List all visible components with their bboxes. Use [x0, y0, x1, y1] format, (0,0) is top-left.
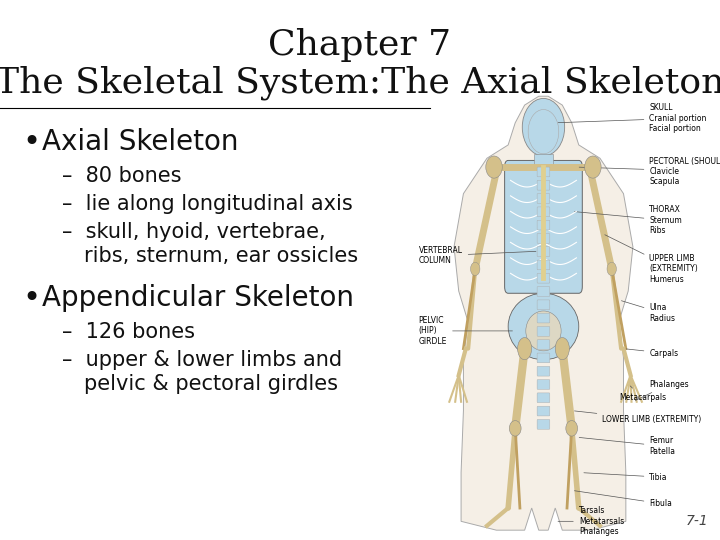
Ellipse shape [508, 293, 579, 360]
FancyBboxPatch shape [537, 380, 550, 389]
FancyBboxPatch shape [537, 220, 550, 230]
Text: •: • [22, 284, 40, 313]
Text: –  skull, hyoid, vertebrae,: – skull, hyoid, vertebrae, [62, 222, 325, 242]
FancyBboxPatch shape [537, 353, 550, 363]
Text: •: • [22, 128, 40, 157]
Ellipse shape [555, 338, 570, 360]
FancyBboxPatch shape [537, 313, 550, 323]
FancyBboxPatch shape [537, 366, 550, 376]
FancyBboxPatch shape [537, 167, 550, 177]
FancyBboxPatch shape [537, 180, 550, 190]
Text: 7-1: 7-1 [685, 514, 708, 528]
FancyBboxPatch shape [537, 273, 550, 283]
Text: Tarsals
Metatarsals
Phalanges: Tarsals Metatarsals Phalanges [558, 507, 624, 536]
Text: Tibia: Tibia [584, 472, 668, 482]
Text: PECTORAL (SHOULDER) GIRDLE
Clavicle
Scapula: PECTORAL (SHOULDER) GIRDLE Clavicle Scap… [579, 157, 720, 186]
Text: Chapter 7: Chapter 7 [269, 28, 451, 62]
FancyBboxPatch shape [505, 160, 582, 293]
Text: Metacarpals: Metacarpals [618, 386, 666, 402]
Ellipse shape [518, 338, 531, 360]
Text: –  lie along longitudinal axis: – lie along longitudinal axis [62, 194, 353, 214]
Text: Fibula: Fibula [575, 491, 672, 508]
FancyBboxPatch shape [537, 194, 550, 204]
Text: –  126 bones: – 126 bones [62, 322, 195, 342]
Text: SKULL
Cranial portion
Facial portion: SKULL Cranial portion Facial portion [558, 104, 707, 133]
FancyBboxPatch shape [537, 287, 550, 296]
Text: LOWER LIMB (EXTREMITY): LOWER LIMB (EXTREMITY) [575, 411, 701, 424]
Ellipse shape [585, 156, 601, 178]
Text: PELVIC
(HIP)
GIRDLE: PELVIC (HIP) GIRDLE [419, 316, 513, 346]
FancyBboxPatch shape [537, 420, 550, 429]
Text: Axial Skeleton: Axial Skeleton [42, 128, 238, 156]
Ellipse shape [526, 311, 561, 351]
Text: Carpals: Carpals [626, 348, 678, 357]
FancyBboxPatch shape [537, 260, 550, 270]
Ellipse shape [509, 421, 521, 436]
FancyBboxPatch shape [537, 300, 550, 309]
Text: VERTEBRAL
COLUMN: VERTEBRAL COLUMN [419, 246, 536, 265]
FancyBboxPatch shape [537, 340, 550, 349]
Ellipse shape [486, 156, 503, 178]
Ellipse shape [522, 98, 564, 156]
FancyBboxPatch shape [537, 393, 550, 403]
Text: Appendicular Skeleton: Appendicular Skeleton [42, 284, 354, 312]
Ellipse shape [607, 262, 616, 275]
FancyBboxPatch shape [537, 327, 550, 336]
FancyBboxPatch shape [537, 207, 550, 217]
FancyBboxPatch shape [537, 233, 550, 243]
Text: Femur
Patella: Femur Patella [579, 436, 675, 456]
FancyBboxPatch shape [537, 406, 550, 416]
Text: Phalanges: Phalanges [636, 380, 689, 401]
Text: –  upper & lower limbs and: – upper & lower limbs and [62, 350, 342, 370]
Text: Ulna
Radius: Ulna Radius [621, 301, 675, 323]
FancyBboxPatch shape [537, 247, 550, 256]
Text: ribs, sternum, ear ossicles: ribs, sternum, ear ossicles [84, 246, 358, 266]
Text: The Skeletal System:The Axial Skeleton: The Skeletal System:The Axial Skeleton [0, 65, 720, 99]
Text: THORAX
Sternum
Ribs: THORAX Sternum Ribs [575, 205, 682, 235]
Text: –  80 bones: – 80 bones [62, 166, 181, 186]
Polygon shape [534, 154, 553, 167]
Ellipse shape [470, 262, 480, 275]
Ellipse shape [566, 421, 577, 436]
Text: UPPER LIMB
(EXTREMITY)
Humerus: UPPER LIMB (EXTREMITY) Humerus [605, 235, 698, 284]
Polygon shape [454, 96, 633, 530]
Text: pelvic & pectoral girdles: pelvic & pectoral girdles [84, 374, 338, 394]
